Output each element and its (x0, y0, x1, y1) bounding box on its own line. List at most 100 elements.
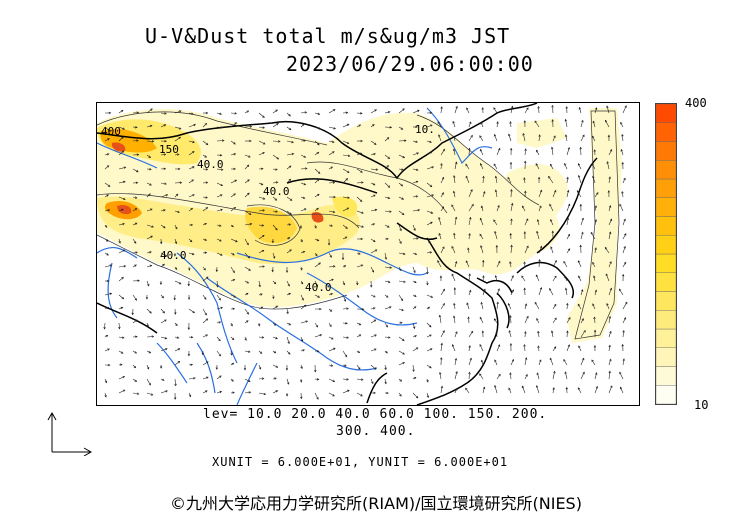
wind-arrow-head (594, 247, 597, 250)
wind-arrow-head (123, 197, 126, 200)
wind-arrow (451, 204, 456, 212)
wind-arrow (592, 303, 596, 310)
wind-arrow (230, 153, 236, 156)
wind-arrow (188, 207, 193, 212)
wind-arrow (118, 265, 126, 268)
wind-arrow-head (220, 306, 224, 310)
wind-arrow (160, 112, 167, 114)
wind-arrow (216, 238, 222, 242)
wind-arrow-head (105, 334, 109, 338)
wind-arrow-head (498, 373, 501, 377)
wind-arrow-head (387, 185, 391, 188)
wind-arrow-head (372, 124, 375, 127)
wind-arrow-head (193, 123, 196, 127)
wind-arrow (510, 289, 514, 296)
wind-arrow (342, 124, 350, 128)
wind-arrow-head (439, 371, 442, 375)
wind-arrow-head (175, 323, 178, 327)
wind-arrow (594, 205, 597, 212)
wind-arrow (370, 140, 377, 145)
wind-arrow (384, 165, 389, 170)
wind-arrow (118, 196, 126, 200)
wind-arrow-head (205, 142, 209, 146)
wind-arrow-head (315, 284, 318, 288)
wind-arrow-head (327, 243, 331, 246)
wind-arrow (314, 238, 319, 241)
wind-arrow (453, 149, 456, 156)
wind-arrow (328, 322, 332, 327)
wind-arrow-head (538, 134, 541, 137)
wind-arrow (300, 304, 307, 310)
wind-arrow-head (161, 378, 165, 381)
wind-arrow-head (150, 235, 153, 238)
wind-arrow-head (431, 166, 435, 169)
wind-arrow-head (534, 120, 537, 124)
wind-arrow-head (608, 344, 611, 348)
wind-arrow (104, 293, 112, 296)
wind-arrow (453, 175, 456, 184)
wind-arrow-head (122, 127, 126, 130)
wind-arrow (146, 350, 151, 354)
wind-arrow-head (577, 260, 581, 263)
wind-arrow-head (148, 382, 151, 386)
wind-arrow-head (316, 151, 320, 155)
wind-arrow (468, 135, 473, 142)
wind-arrow-head (469, 216, 472, 220)
wind-arrow-head (346, 378, 349, 381)
wind-arrow (132, 238, 137, 244)
wind-arrow-head (387, 196, 391, 200)
wind-arrow-head (275, 109, 278, 112)
dust-shading (97, 108, 622, 343)
wind-arrow (398, 154, 405, 158)
wind-arrow (453, 233, 456, 240)
wind-arrow-head (332, 394, 335, 397)
wind-arrow (468, 233, 471, 240)
wind-arrow-head (548, 175, 551, 179)
wind-arrow-head (452, 315, 456, 319)
wind-arrow-head (511, 289, 514, 292)
wind-arrow-head (359, 199, 363, 202)
wind-arrow-head (149, 311, 152, 314)
wind-arrow-head (190, 335, 194, 339)
wind-arrow (356, 124, 361, 128)
wind-arrow-head (108, 111, 112, 115)
wind-arrow-head (386, 165, 389, 168)
wind-arrow-head (165, 348, 168, 351)
wind-arrow (538, 259, 540, 268)
wind-arrow (384, 266, 392, 269)
wind-arrow (384, 322, 388, 328)
wind-arrow-head (563, 358, 566, 362)
wind-arrow-head (471, 203, 474, 207)
wind-arrow-head (622, 358, 625, 361)
wind-arrow-head (151, 225, 154, 228)
wind-arrow-head (164, 139, 167, 143)
wind-arrow (552, 304, 557, 310)
wind-arrow (508, 134, 512, 142)
wind-arrow-head (537, 176, 541, 180)
wind-arrow-head (510, 244, 513, 248)
wind-arrow-head (221, 139, 225, 142)
wind-arrow (104, 264, 112, 268)
colorbar-swatch (656, 366, 676, 386)
wind-arrow (258, 182, 263, 185)
wind-arrow (438, 233, 442, 240)
wind-arrow-head (429, 140, 432, 143)
wind-arrow-head (219, 390, 223, 394)
wind-arrow (118, 389, 125, 394)
wind-arrow (160, 154, 166, 156)
wind-arrow-head (468, 232, 471, 236)
wind-arrow (468, 358, 472, 366)
wind-arrow-head (577, 303, 581, 307)
wind-arrow (426, 364, 432, 369)
wind-arrow (230, 140, 236, 145)
wind-arrow (188, 308, 195, 314)
wind-arrow-head (300, 339, 304, 342)
wind-arrow (479, 135, 484, 142)
wind-arrow (342, 378, 349, 380)
wind-arrow-head (248, 391, 252, 394)
wind-arrow-head (429, 111, 433, 115)
wind-arrow (426, 238, 431, 244)
wind-arrow (188, 140, 195, 143)
wind-arrow (174, 210, 180, 213)
wind-arrow (272, 168, 278, 171)
